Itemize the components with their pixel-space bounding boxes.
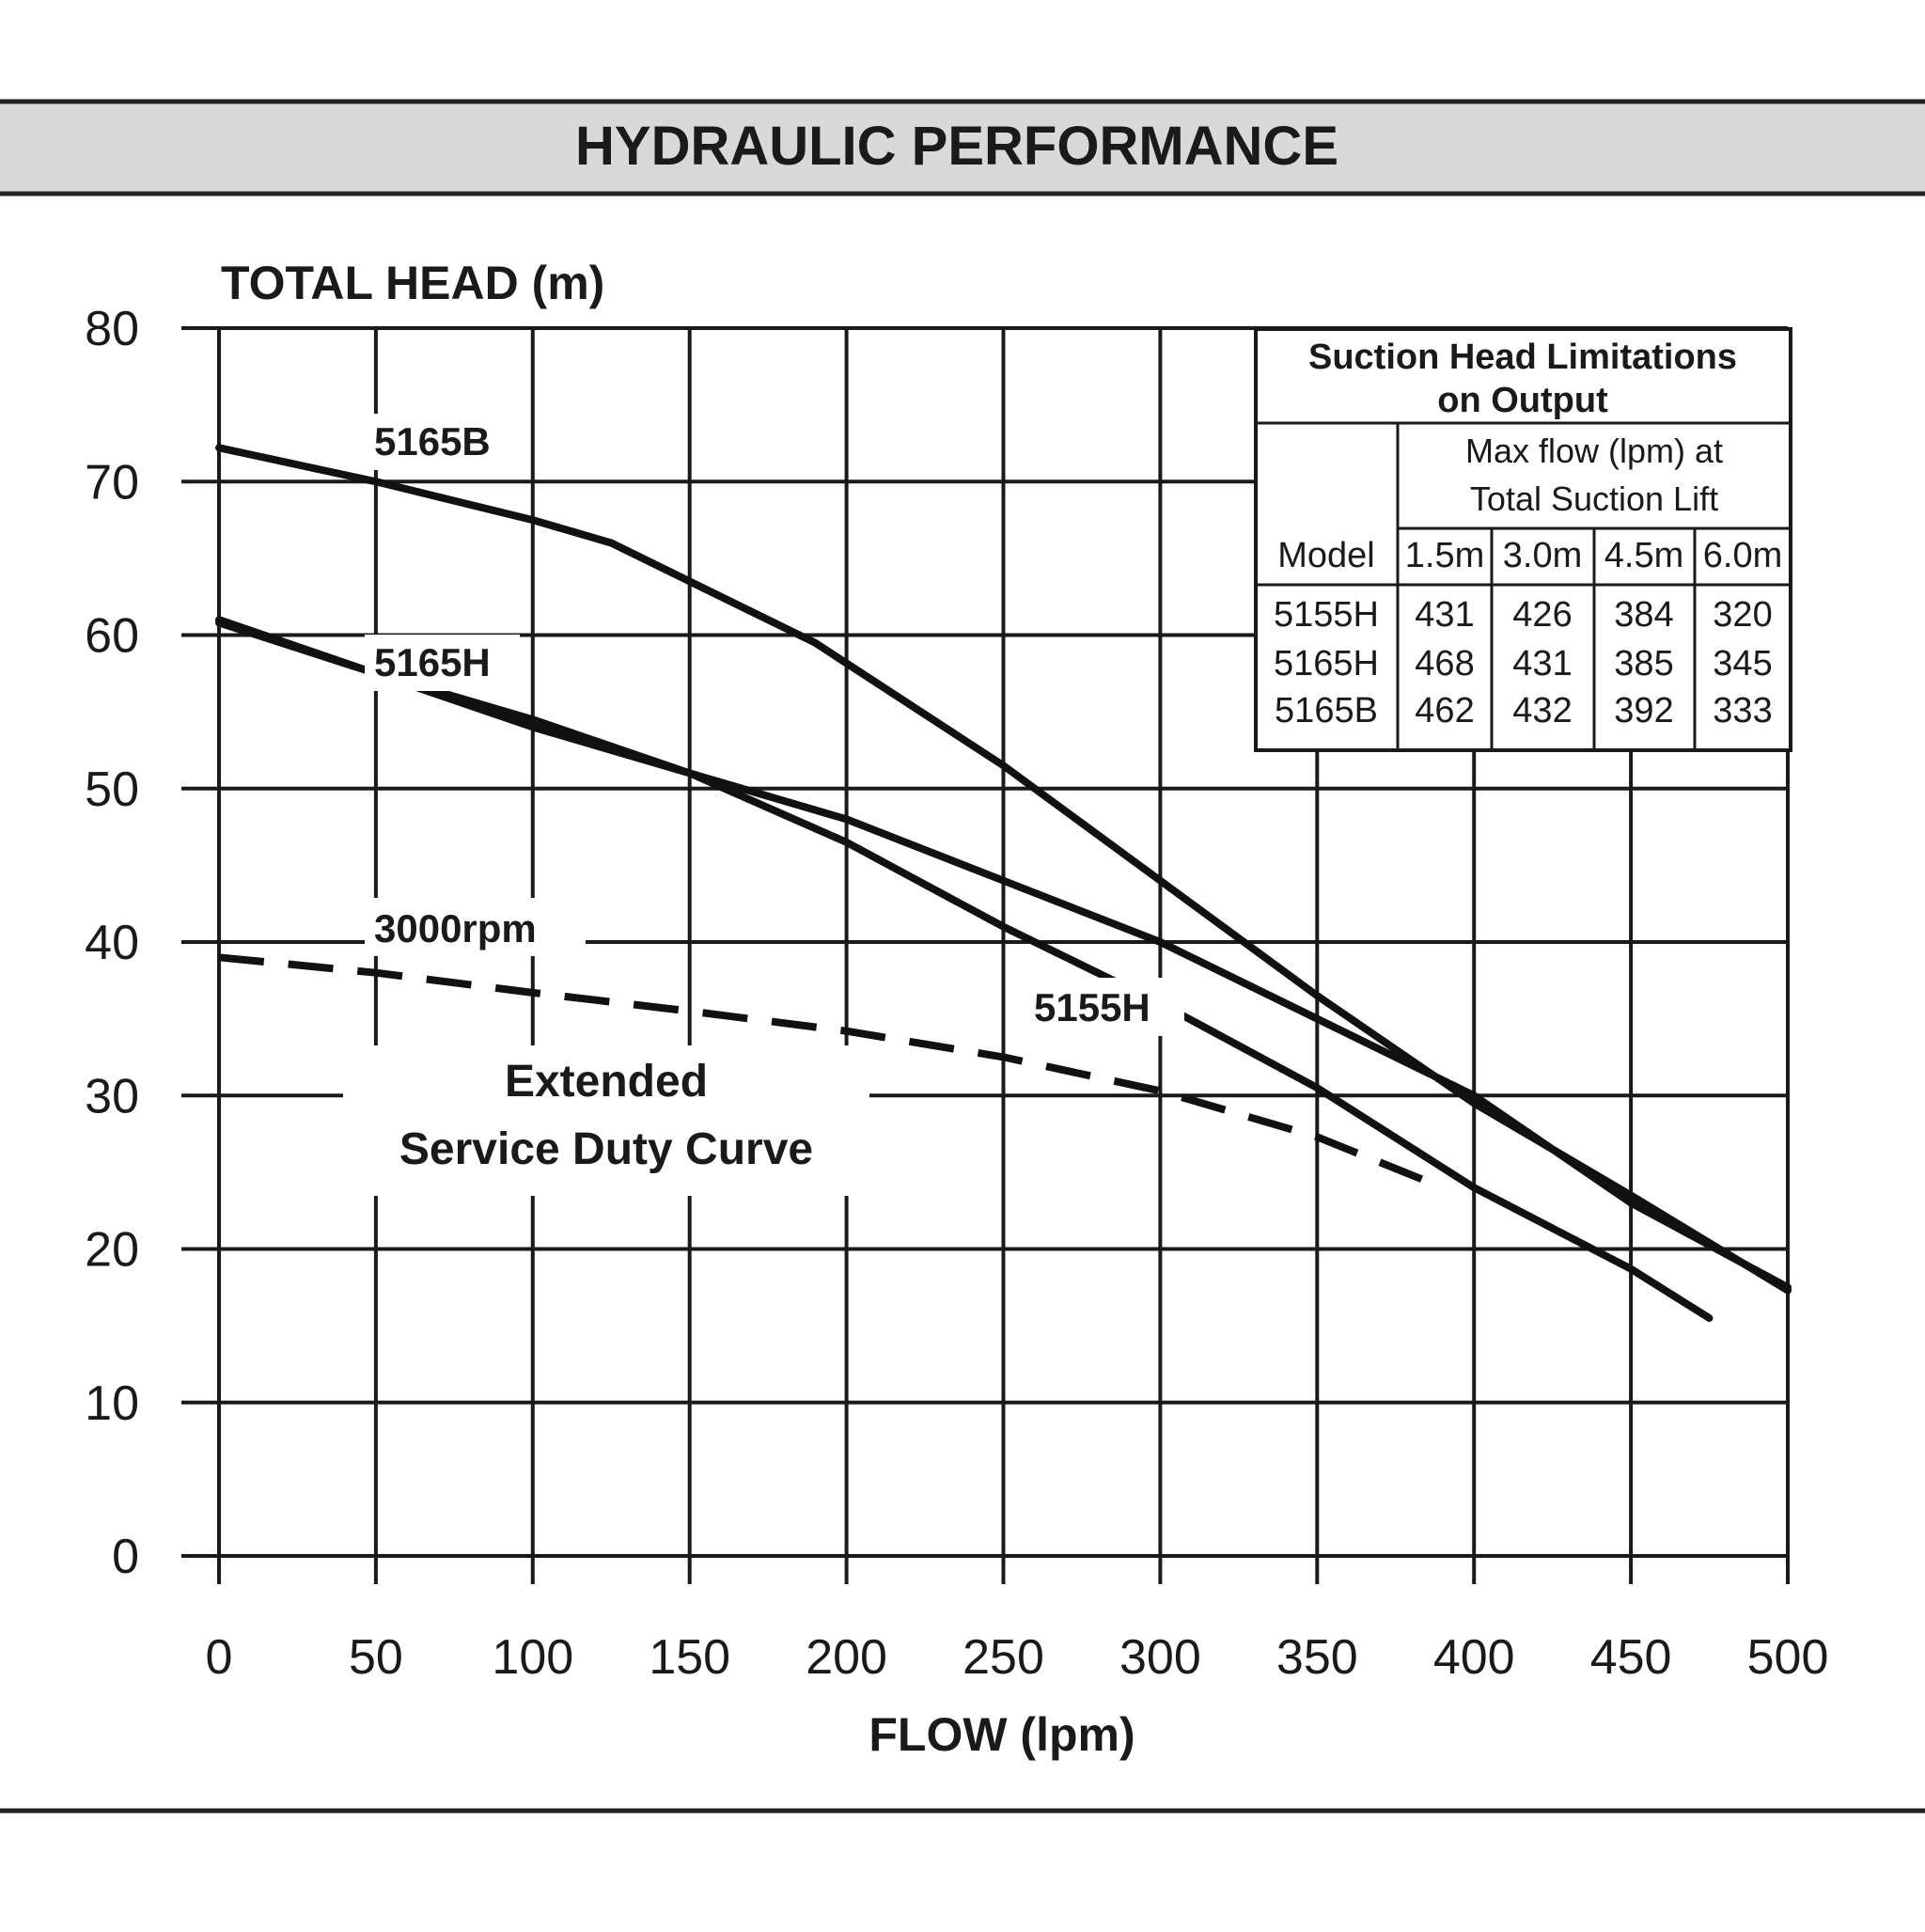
col-header-3-0m: 3.0m (1503, 536, 1582, 575)
y-tick-label: 60 (85, 609, 139, 664)
y-tick-label: 10 (85, 1376, 139, 1431)
label-5165b-group: 5165B (365, 414, 520, 470)
label-3000rpm: 3000rpm (374, 906, 537, 950)
extended-label: Extended (505, 1057, 708, 1107)
x-tick-label: 0 (206, 1630, 233, 1685)
y-tick-label: 0 (112, 1530, 139, 1584)
grid (181, 326, 1790, 1584)
service-duty-curve-label: Service Duty Curve (399, 1124, 813, 1174)
table-subtitle-line2: Total Suction Lift (1470, 479, 1718, 518)
y-tick-label: 70 (85, 455, 139, 510)
col-header-6-0m: 6.0m (1703, 536, 1782, 575)
table-cell: 431 (1512, 644, 1572, 683)
table-cell: 426 (1512, 595, 1572, 635)
label-5155h-group: 5155H (1025, 978, 1184, 1036)
label-5165h-group: 5165H (365, 635, 520, 691)
x-tick-label: 250 (962, 1630, 1044, 1685)
series-line-5165b (215, 444, 1792, 1295)
table-cell: 345 (1713, 644, 1772, 683)
col-header-model: Model (1277, 536, 1375, 575)
x-tick-label: 50 (349, 1630, 403, 1685)
x-tick-label: 200 (806, 1630, 887, 1685)
x-tick-label: 450 (1590, 1630, 1672, 1685)
table-cell: 5165B (1275, 691, 1378, 730)
table-cell: 5165H (1274, 644, 1379, 683)
series-line-5155h (215, 619, 1714, 1322)
label-5165h: 5165H (374, 640, 491, 684)
x-tick-label: 400 (1433, 1630, 1515, 1685)
y-tick-label: 40 (85, 916, 139, 970)
series-line-5165h (215, 616, 1792, 1292)
y-tick-label: 30 (85, 1069, 139, 1123)
table-cell: 333 (1713, 691, 1772, 730)
x-axis-title: FLOW (lpm) (869, 1708, 1135, 1761)
y-tick-label: 50 (85, 762, 139, 817)
series-line-3000rpm (218, 953, 1445, 1191)
table-cell: 432 (1512, 691, 1572, 730)
x-tick-label: 100 (492, 1630, 573, 1685)
table-cell: 431 (1415, 595, 1474, 635)
table-cell: 385 (1614, 644, 1673, 683)
table-cell: 5155H (1274, 595, 1379, 635)
axis-ticks: 0 50 100 150 200 250 300 350 400 450 500 0 10 20 30 40 5… (85, 302, 1828, 1685)
col-header-1-5m: 1.5m (1405, 536, 1484, 575)
table-cell: 320 (1713, 595, 1772, 635)
chart-title: HYDRAULIC PERFORMANCE (575, 116, 1338, 177)
table-cell: 468 (1415, 644, 1474, 683)
table-subtitle-line1: Max flow (lpm) at (1465, 432, 1723, 470)
series (215, 444, 1792, 1322)
y-tick-label: 20 (85, 1223, 139, 1278)
table-cell: 384 (1614, 595, 1673, 635)
extended-service-note-group: Extended Service Duty Curve (343, 1045, 869, 1196)
title-band (0, 102, 1925, 194)
table-cell: 392 (1614, 691, 1673, 730)
table-title-line2: on Output (1437, 381, 1608, 420)
x-tick-label: 500 (1747, 1630, 1829, 1685)
table-cell: 462 (1415, 691, 1474, 730)
x-tick-label: 150 (649, 1630, 730, 1685)
label-5165b: 5165B (374, 419, 491, 463)
label-5155h: 5155H (1034, 985, 1150, 1029)
y-tick-label: 80 (85, 302, 139, 356)
col-header-4-5m: 4.5m (1604, 536, 1683, 575)
label-3000rpm-group: 3000rpm (365, 898, 586, 956)
table-title-line1: Suction Head Limitations (1308, 338, 1737, 377)
suction-head-table: Suction Head Limitations on Output Max f… (1254, 327, 1792, 752)
x-tick-label: 350 (1276, 1630, 1358, 1685)
y-axis-title: TOTAL HEAD (m) (221, 257, 604, 309)
x-tick-label: 300 (1119, 1630, 1201, 1685)
